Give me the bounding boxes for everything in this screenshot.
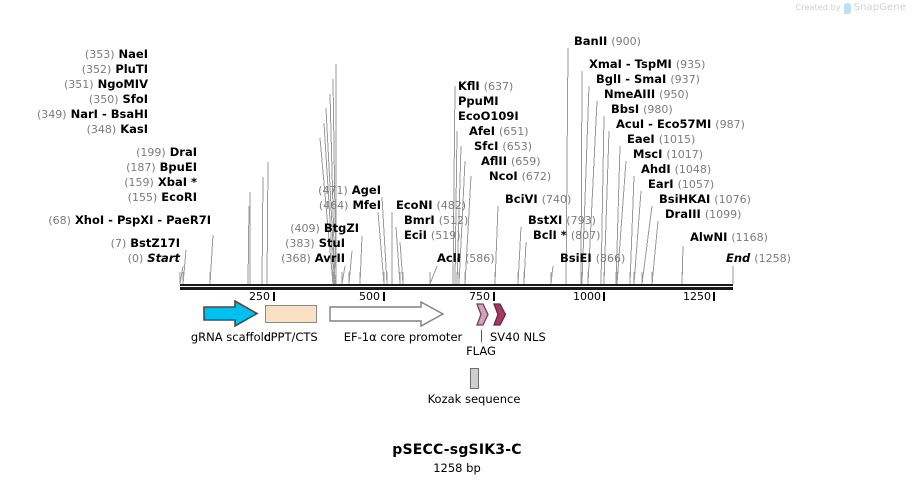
snapgene-logo-icon [843,3,851,14]
site-label-sfci[interactable]: SfcI (653) [474,139,532,153]
plasmid-size: 1258 bp [433,461,481,475]
site-label-bstz17i[interactable]: (7) BstZ17I [110,236,180,250]
backbone-strand-gap [180,286,733,287]
watermark-prefix: Created by [795,3,841,12]
feature-flag-leader [481,330,482,342]
feature-kozak-sequence[interactable] [470,368,479,389]
restriction-site-ticks [179,272,734,284]
map-title-block: pSECC-sgSIK3-C 1258 bp [0,442,914,475]
site-label-start[interactable]: (0) Start [127,251,180,265]
site-label-eaei[interactable]: EaeI (1015) [627,132,696,146]
site-label-ahdi[interactable]: AhdI (1048) [641,162,712,176]
site-label-drai[interactable]: (199) DraI [136,145,197,159]
site-label-bgli-smai[interactable]: BglI - SmaI (937) [596,72,700,86]
site-label-mfei[interactable]: (464) MfeI [318,198,381,212]
site-label-bbsi[interactable]: BbsI (980) [611,102,673,116]
site-label-acli[interactable]: AclI (586) [437,251,495,265]
site-label-bstxi[interactable]: BstXI (793) [528,213,596,227]
watermark-brand: SnapGene [853,2,906,13]
site-label-alwni[interactable]: AlwNI (1168) [690,230,768,244]
site-label-naei[interactable]: (353) NaeI [84,47,148,61]
feature-label-sv40-nls: SV40 NLS [490,330,546,344]
leader-lines [179,47,734,285]
ruler-label-1250: 1250 [683,290,711,303]
ruler-label-1000: 1000 [573,290,601,303]
site-label-msci[interactable]: MscI (1017) [633,147,703,161]
feature-label-kozak-sequence: Kozak sequence [427,392,521,406]
ruler-tick-250 [273,292,275,301]
site-label-draiii[interactable]: DraIII (1099) [665,207,742,221]
site-label-ecii[interactable]: EciI (519) [404,228,461,242]
feature-cppt-cts[interactable] [265,305,317,323]
ruler-tick-1000 [603,292,605,301]
backbone-bottom-strand [180,287,733,290]
sequence-backbone[interactable] [180,284,733,290]
ruler-label-250: 250 [249,290,270,303]
site-label-bpuei[interactable]: (187) BpuEI [126,160,197,174]
site-label-agei[interactable]: (471) AgeI [318,183,381,197]
site-label-bmri[interactable]: BmrI (512) [404,213,469,227]
site-label-pluti[interactable]: (352) PluTI [81,62,148,76]
site-label-ngomiv[interactable]: (351) NgoMIV [64,77,148,91]
site-label-aflii[interactable]: AflII (659) [481,154,541,168]
ruler-label-750: 750 [469,290,490,303]
site-label-xbai[interactable]: (159) XbaI * [124,175,197,189]
plasmid-name: pSECC-sgSIK3-C [392,442,522,458]
site-label-ecoo109i[interactable]: EcoO109I [458,109,519,123]
site-label-banii[interactable]: BanII (900) [574,34,641,48]
site-label-avrii[interactable]: (368) AvrII [281,251,345,265]
site-label-btgzi[interactable]: (409) BtgZI [290,221,359,235]
site-label-bsihkai[interactable]: BsiHKAI (1076) [659,192,751,206]
site-label-bcli[interactable]: BclI * (807) [533,228,601,242]
feature-label-grna-scaffold: gRNA scaffold [190,330,272,344]
site-label-bcivi[interactable]: BciVI (740) [505,192,572,206]
site-label-nmeaiii[interactable]: NmeAIII (950) [604,87,689,101]
site-label-acui-eco57mi[interactable]: AcuI - Eco57MI (987) [616,117,745,131]
site-label-econi[interactable]: EcoNI (482) [396,198,467,212]
site-label-kasi[interactable]: (348) KasI [86,122,148,136]
backbone-top-strand [180,284,733,286]
feature-label-cppt-cts: cPPT/CTS [264,330,318,344]
feature-ef1a-core-promoter[interactable] [329,301,445,327]
site-label-afei[interactable]: AfeI (651) [469,124,529,138]
site-label-end[interactable]: End (1258) [726,251,791,265]
site-label-kfli[interactable]: KflI (637) [458,79,514,93]
site-label-ppumi[interactable]: PpuMI [458,94,499,108]
feature-label-ef1a-core-promoter: EF-1α core promoter [343,330,463,344]
feature-sv40-nls[interactable] [492,302,507,328]
site-label-ncoi[interactable]: NcoI (672) [489,169,552,183]
site-label-stui[interactable]: (383) StuI [285,236,345,250]
site-label-sfoi[interactable]: (350) SfoI [88,92,148,106]
snapgene-watermark: Created by SnapGene [795,2,906,14]
ruler-tick-750 [493,292,495,301]
site-label-xhoi-pspxi-paer7i[interactable]: (68) XhoI - PspXI - PaeR7I [48,213,211,227]
site-label-ecori[interactable]: (155) EcoRI [127,190,197,204]
feature-grna-scaffold[interactable] [203,300,259,328]
site-label-nari-bsahi[interactable]: (349) NarI - BsaHI [37,107,148,121]
site-label-xmai-tspmi[interactable]: XmaI - TspMI (935) [589,57,706,71]
feature-flag[interactable] [475,302,489,328]
site-label-eari[interactable]: EarI (1057) [648,177,715,191]
ruler-tick-1250 [713,292,715,301]
ruler-label-500: 500 [359,290,380,303]
feature-label-flag: FLAG [466,344,496,358]
ruler-tick-500 [383,292,385,301]
site-label-bsiei[interactable]: BsiEI (866) [560,251,626,265]
